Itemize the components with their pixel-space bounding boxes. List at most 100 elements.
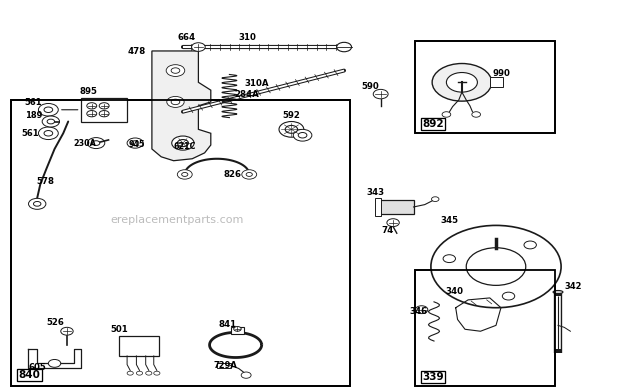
Circle shape [279,122,304,137]
Text: 892: 892 [422,119,444,129]
Text: 895: 895 [79,87,97,96]
Circle shape [373,89,388,99]
Bar [81,98,127,122]
Circle shape [502,292,515,300]
Circle shape [171,68,180,73]
Ellipse shape [553,290,563,294]
Bar [415,41,555,133]
Circle shape [29,198,46,209]
Text: 945: 945 [129,140,146,149]
Text: 342: 342 [564,282,582,291]
Circle shape [242,170,257,179]
Text: 578: 578 [36,177,54,186]
Text: 840: 840 [19,370,40,380]
Circle shape [127,138,143,148]
Bar [119,336,159,356]
Circle shape [136,371,143,375]
Text: 284A: 284A [234,90,259,99]
Circle shape [415,306,428,314]
Text: 230A: 230A [73,139,96,148]
Circle shape [293,129,312,141]
Circle shape [241,372,251,378]
Circle shape [466,248,526,285]
Circle shape [87,103,97,109]
Circle shape [192,43,205,51]
Circle shape [92,141,100,145]
Text: 340: 340 [445,287,463,296]
Circle shape [61,327,73,335]
Bar [11,100,350,386]
Bar [490,77,503,87]
Text: 310A: 310A [245,79,270,88]
Text: 343: 343 [366,188,384,197]
Circle shape [432,197,439,201]
Text: 990: 990 [493,69,511,78]
Circle shape [47,119,55,124]
Text: 605: 605 [29,363,46,372]
Circle shape [87,111,97,117]
Circle shape [431,225,561,308]
Text: 892: 892 [422,119,444,129]
Text: 841: 841 [218,320,236,329]
Circle shape [99,111,109,117]
Circle shape [171,99,180,105]
Text: 346: 346 [409,307,427,316]
Text: 590: 590 [361,82,379,91]
Circle shape [33,201,41,206]
Text: 840: 840 [19,370,40,380]
Text: 310: 310 [239,33,257,42]
Circle shape [172,136,194,150]
Text: 339: 339 [422,372,444,382]
Text: 189: 189 [25,111,42,120]
Circle shape [182,172,188,176]
Circle shape [127,371,133,375]
Circle shape [146,371,152,375]
Circle shape [443,255,456,263]
Text: 621C: 621C [174,142,196,151]
Text: 501: 501 [110,325,128,334]
Circle shape [99,103,109,109]
Circle shape [42,116,60,127]
Bar [415,270,555,386]
Circle shape [167,96,184,107]
Circle shape [432,64,492,101]
Bar [415,41,555,133]
Text: 826: 826 [223,170,241,179]
Circle shape [44,131,53,136]
Circle shape [387,219,399,227]
Circle shape [337,42,352,52]
Circle shape [442,112,451,117]
Circle shape [177,140,188,147]
Text: 664: 664 [178,33,196,42]
Circle shape [154,371,160,375]
Text: 526: 526 [46,318,64,327]
Circle shape [87,138,105,149]
Bar [11,100,350,386]
Circle shape [524,241,536,249]
Circle shape [177,170,192,179]
Text: 592: 592 [282,111,300,120]
Circle shape [44,107,53,113]
Bar [375,198,381,216]
Bar [415,270,555,386]
Bar [379,200,414,214]
Text: 74: 74 [381,226,394,235]
Circle shape [446,73,477,92]
Polygon shape [152,51,211,161]
Text: ereplacementparts.com: ereplacementparts.com [110,214,244,225]
Circle shape [298,132,307,138]
Circle shape [38,103,58,116]
Text: 345: 345 [440,216,458,225]
Text: 561: 561 [22,129,39,138]
Bar [217,363,231,368]
Circle shape [48,359,61,367]
Circle shape [246,172,252,176]
Circle shape [472,112,480,117]
Circle shape [285,125,298,133]
Circle shape [166,65,185,76]
Text: 339: 339 [422,372,444,382]
Circle shape [131,141,139,145]
Circle shape [234,327,241,331]
Circle shape [38,127,58,140]
Text: 478: 478 [127,47,145,56]
